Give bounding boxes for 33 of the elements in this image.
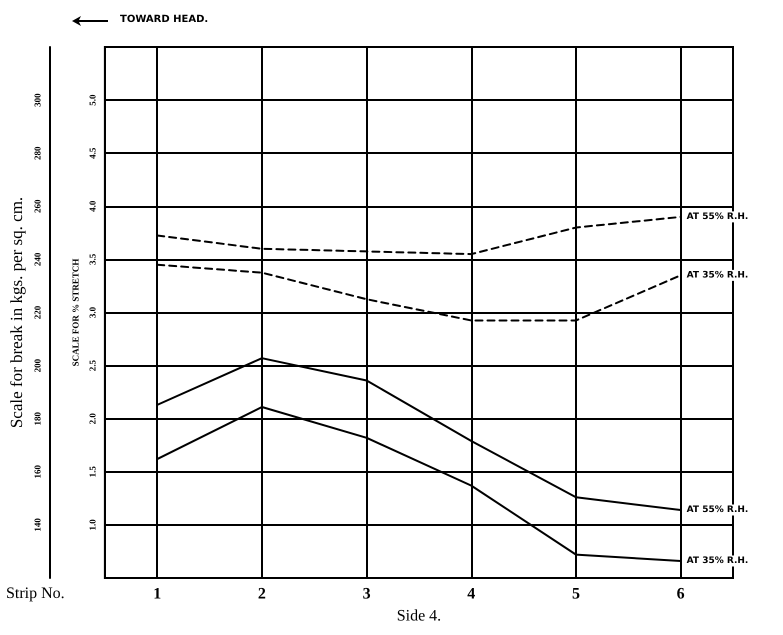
y-tick-label: 240 <box>32 252 42 266</box>
y-tick-label: 180 <box>32 411 42 426</box>
y-axis-title: Scale for break in kgs. per sq. cm. <box>7 196 26 428</box>
text: TOWARD HEAD. <box>120 14 208 25</box>
x-tick-label: 4 <box>467 586 476 602</box>
text: Strip No. <box>6 585 65 603</box>
y2-tick-label: 1.5 <box>87 466 98 478</box>
x-axis-title: Side 4. <box>396 608 442 624</box>
y-tick-label: 140 <box>32 518 42 532</box>
series-label: AT 55% R.H. <box>686 505 748 516</box>
x-tick-label: 1 <box>153 586 162 602</box>
y2-tick-label: 3.5 <box>87 253 98 266</box>
y-tick-label: 200 <box>32 358 42 372</box>
x-tick-label: 3 <box>362 586 371 602</box>
series-label: AT 35% R.H. <box>686 556 748 566</box>
y-tick-label: 220 <box>32 305 42 320</box>
y2-tick-label: 5.0 <box>87 94 98 106</box>
y2-tick-label: 1.0 <box>87 518 98 531</box>
y2-tick-label: 3.0 <box>87 306 98 318</box>
y2-axis-title: SCALE FOR % STRETCH <box>70 258 80 366</box>
y2-tick-label: 2.0 <box>87 412 98 424</box>
y-tick-label: 260 <box>32 199 42 214</box>
y-tick-label: 280 <box>32 146 42 160</box>
y2-tick-label: 4.5 <box>87 147 98 159</box>
x-tick-label: 2 <box>258 586 266 602</box>
series-label: AT 35% R.H. <box>686 270 748 280</box>
y-tick-label: 300 <box>32 92 42 107</box>
series-label: AT 55% R.H. <box>686 212 748 222</box>
x-tick-label: 5 <box>572 586 580 602</box>
y2-tick-label: 2.5 <box>87 359 98 372</box>
y-tick-label: 160 <box>32 464 42 479</box>
x-tick-label: 6 <box>676 586 685 602</box>
y2-tick-label: 4.0 <box>87 200 98 212</box>
